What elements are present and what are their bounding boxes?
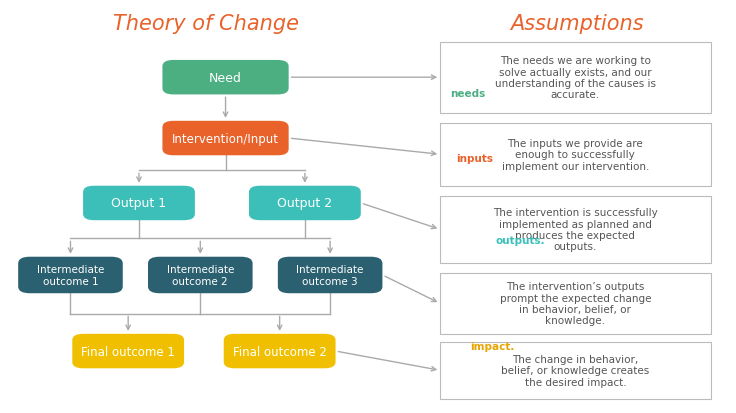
Text: enough to successfully: enough to successfully: [515, 150, 635, 160]
Text: impact.: impact.: [470, 341, 514, 351]
Text: outputs.: outputs.: [553, 242, 597, 252]
FancyBboxPatch shape: [440, 43, 710, 114]
Text: Final outcome 2: Final outcome 2: [233, 345, 327, 358]
FancyBboxPatch shape: [83, 186, 195, 221]
Text: solve actually exists, and our: solve actually exists, and our: [499, 67, 651, 77]
FancyBboxPatch shape: [72, 334, 184, 368]
Text: Need: Need: [209, 71, 242, 85]
Text: Intermediate
outcome 1: Intermediate outcome 1: [37, 264, 105, 287]
Text: The inputs we provide are: The inputs we provide are: [508, 139, 643, 149]
FancyBboxPatch shape: [224, 334, 336, 368]
FancyBboxPatch shape: [440, 196, 710, 263]
Text: Output 2: Output 2: [277, 197, 333, 210]
Text: Final outcome 1: Final outcome 1: [81, 345, 175, 358]
Text: Theory of Change: Theory of Change: [113, 14, 299, 34]
FancyBboxPatch shape: [249, 186, 361, 221]
Text: implemented as planned and: implemented as planned and: [499, 219, 652, 229]
Text: understanding of the causes is: understanding of the causes is: [495, 78, 656, 89]
Text: knowledge.: knowledge.: [545, 316, 606, 325]
Text: Intermediate
outcome 2: Intermediate outcome 2: [166, 264, 234, 287]
Text: The intervention’s outputs: The intervention’s outputs: [506, 282, 645, 292]
FancyBboxPatch shape: [440, 342, 710, 399]
FancyBboxPatch shape: [440, 123, 710, 186]
Text: belief, or knowledge creates: belief, or knowledge creates: [501, 366, 649, 375]
Text: implement our intervention.: implement our intervention.: [502, 161, 649, 171]
Text: outputs.: outputs.: [495, 235, 545, 245]
Text: The change in behavior,: The change in behavior,: [512, 354, 639, 364]
FancyBboxPatch shape: [163, 121, 289, 156]
FancyBboxPatch shape: [148, 257, 252, 294]
Text: The needs we are working to: The needs we are working to: [500, 56, 651, 66]
Text: the desired impact.: the desired impact.: [525, 377, 626, 387]
Text: Intermediate
outcome 3: Intermediate outcome 3: [297, 264, 364, 287]
Text: accurate.: accurate.: [551, 90, 600, 100]
Text: Assumptions: Assumptions: [510, 14, 644, 34]
FancyBboxPatch shape: [163, 61, 289, 95]
Text: Intervention/Input: Intervention/Input: [172, 132, 279, 145]
FancyBboxPatch shape: [278, 257, 383, 294]
Text: The intervention is successfully: The intervention is successfully: [493, 208, 658, 218]
FancyBboxPatch shape: [18, 257, 123, 294]
Text: needs: needs: [450, 89, 485, 99]
Text: prompt the expected change: prompt the expected change: [500, 293, 651, 303]
Text: Output 1: Output 1: [111, 197, 166, 210]
Text: produces the expected: produces the expected: [515, 230, 635, 240]
Text: inputs: inputs: [456, 154, 493, 164]
Text: in behavior, belief, or: in behavior, belief, or: [520, 304, 631, 314]
FancyBboxPatch shape: [440, 273, 710, 334]
